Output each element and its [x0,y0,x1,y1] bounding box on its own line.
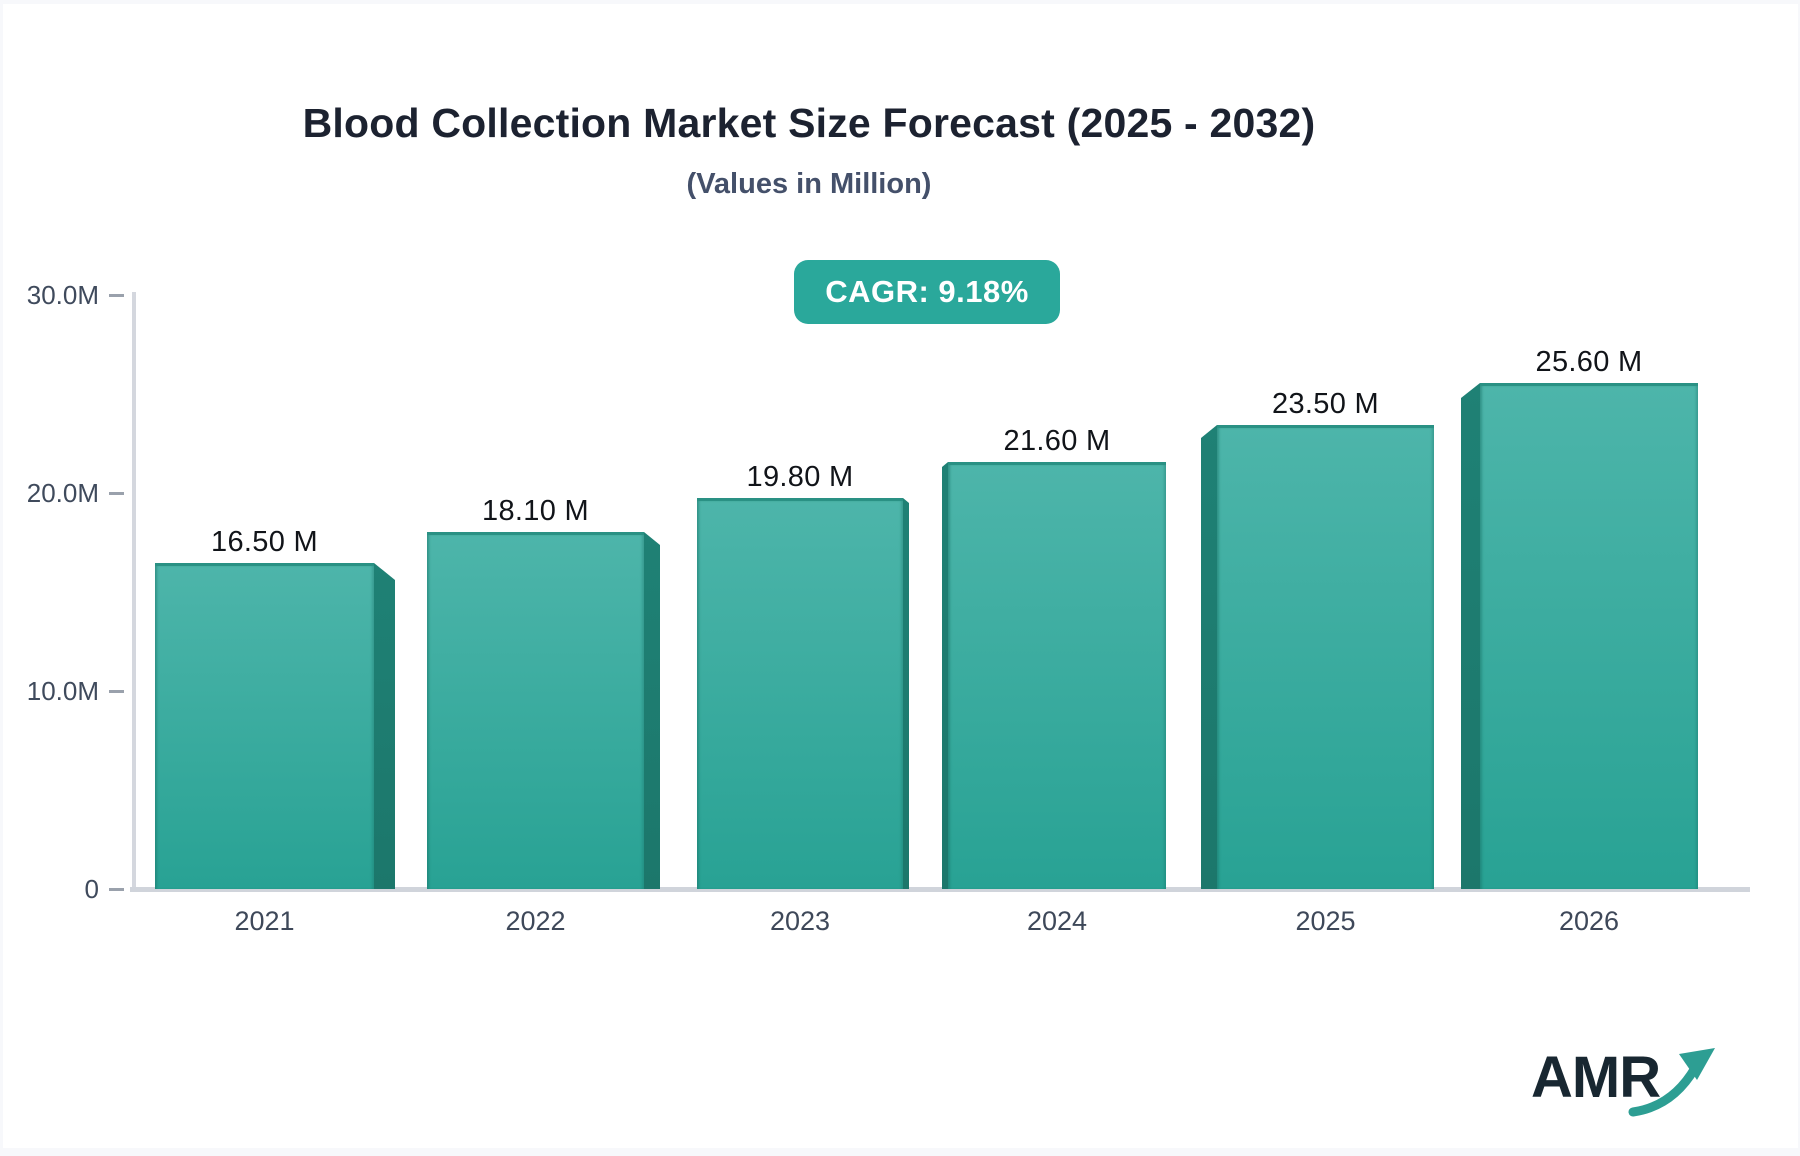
x-axis-label: 2022 [505,906,566,936]
bar-face [697,498,903,889]
bar-face [1217,425,1434,889]
bar-value-label: 18.10 M [482,495,589,527]
bar-side-face [1201,425,1217,889]
y-tick-label: 20.0M [26,478,99,508]
x-axis-label: 2023 [769,906,831,936]
amr-logo-text: AMR [1531,1045,1661,1110]
bar-face [948,462,1166,889]
bar-side-face [644,532,660,889]
chart-subtitle: (Values in Million) [686,168,932,200]
y-tick-label: 30.0M [26,280,99,310]
bar-value-label: 21.60 M [1003,425,1111,457]
x-axis-label: 2026 [1558,906,1620,936]
amr-logo: AMR [1531,1036,1721,1126]
bar-face [1480,383,1698,889]
bar-value-label: 19.80 M [746,461,854,493]
y-tick-dash [109,690,124,693]
chart-title: Blood Collection Market Size Forecast (2… [302,100,1316,146]
x-axis-label: 2024 [1026,906,1088,936]
bar-value-label: 23.50 M [1272,388,1379,420]
y-tick-dash [109,888,124,891]
y-axis-line [132,292,136,892]
chart-card: Blood Collection Market Size Forecast (2… [3,4,1798,1148]
plot-area: 0 10.0M 20.0M 30.0M 16.50 M 2021 18.10 M 2022 19… [3,4,1798,1148]
growth-arrow-icon [1628,1048,1715,1117]
bar-value-label: 25.60 M [1535,346,1643,378]
y-tick-label: 0 [84,874,99,904]
bar-face [155,563,374,889]
bar-side-face [942,462,948,889]
y-tick-label: 10.0M [26,676,99,706]
y-tick-dash [109,294,124,297]
x-axis-label: 2021 [234,906,295,936]
bar-face [427,532,644,889]
bar-value-label: 16.50 M [211,526,318,558]
bar-side-face [1461,383,1480,889]
cagr-badge: CAGR: 9.18% [794,260,1060,324]
x-axis-label: 2025 [1295,906,1356,936]
bar-side-face [374,563,395,889]
x-axis-line [130,887,1750,892]
y-tick-dash [109,492,124,495]
bar-side-face [903,498,909,889]
